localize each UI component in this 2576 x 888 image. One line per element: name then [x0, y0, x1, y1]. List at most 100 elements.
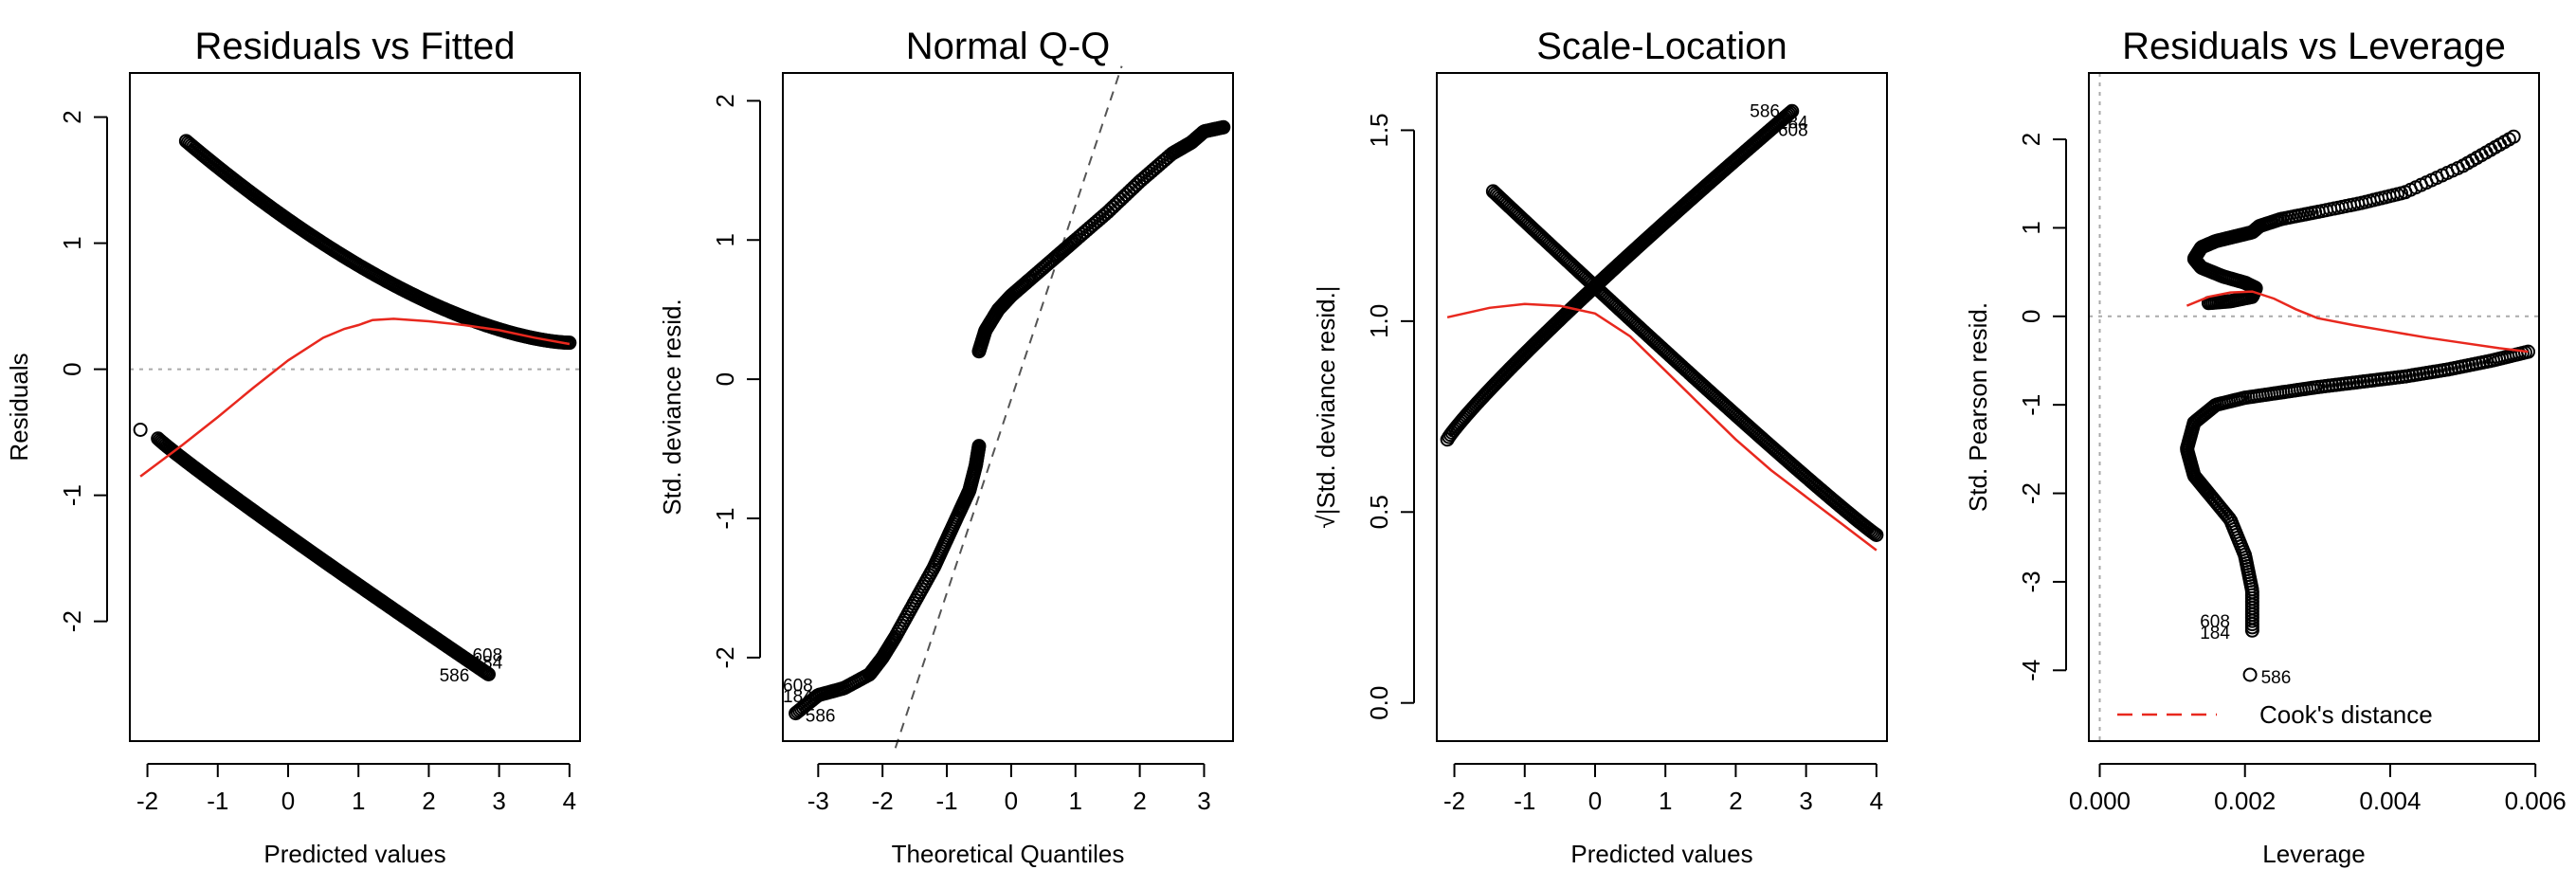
data-layer: [789, 119, 1231, 721]
x-tick-label: -2: [1443, 787, 1465, 815]
x-tick-label: 0: [281, 787, 295, 815]
data-point: [1865, 525, 1880, 540]
y-tick-label: -2: [58, 610, 86, 632]
y-tick-label: 2: [711, 94, 739, 107]
y-axis-label: Std. deviance resid.: [658, 299, 686, 515]
data-point: [971, 439, 987, 454]
y-tick-label: -2: [2017, 482, 2045, 504]
data-point: [1785, 103, 1800, 118]
point-label: 608: [783, 676, 813, 696]
x-tick-label: 4: [563, 787, 576, 815]
x-axis-label: Theoretical Quantiles: [892, 840, 1125, 868]
y-axis-label: Std. Pearson resid.: [1964, 302, 1992, 512]
data-layer: [1440, 103, 1884, 552]
data-point: [133, 422, 148, 437]
y-tick-label: -4: [2017, 660, 2045, 681]
x-tick-label: 1: [1659, 787, 1672, 815]
point-label: 586: [2261, 668, 2292, 688]
x-tick-label: 2: [422, 787, 435, 815]
legend-label: Cook's distance: [2259, 700, 2433, 729]
x-tick-label: -1: [1514, 787, 1535, 815]
data-point: [2244, 623, 2259, 638]
data-layer: [133, 134, 577, 681]
x-tick-label: 3: [1799, 787, 1812, 815]
chart-title: Residuals vs Fitted: [195, 26, 516, 67]
data-point: [1869, 527, 1884, 542]
x-tick-label: 1: [1069, 787, 1082, 815]
plot-frame: [129, 72, 581, 742]
data-point: [1783, 105, 1798, 120]
point-label: 608: [1778, 120, 1808, 140]
y-tick-label: -2: [711, 646, 739, 668]
reference-line: [894, 65, 1123, 749]
x-tick-label: 2: [1729, 787, 1742, 815]
point-label: 586: [806, 707, 836, 727]
x-tick-label: 0.002: [2214, 787, 2276, 815]
data-layer: [2180, 129, 2536, 682]
y-tick-label: 1.5: [1365, 113, 1393, 147]
point-label: 184: [472, 654, 502, 674]
y-tick-label: 1.0: [1365, 304, 1393, 338]
point-label: 608: [2200, 612, 2230, 632]
point-label: 184: [1778, 113, 1808, 133]
y-tick-label: 0: [2017, 310, 2045, 323]
x-tick-label: 0.006: [2505, 787, 2567, 815]
y-tick-label: -3: [2017, 571, 2045, 592]
smooth-line: [139, 317, 571, 478]
x-tick-label: 2: [1133, 787, 1146, 815]
point-label: 184: [783, 687, 813, 707]
x-tick-label: -2: [136, 787, 158, 815]
y-tick-label: 1: [711, 233, 739, 246]
x-tick-label: -2: [872, 787, 894, 815]
plot-frame: [2088, 72, 2540, 742]
x-tick-label: -1: [207, 787, 228, 815]
x-tick-label: 4: [1870, 787, 1883, 815]
x-axis-label: Predicted values: [1570, 840, 1752, 868]
x-tick-label: 0: [1005, 787, 1018, 815]
x-tick-label: 0.004: [2359, 787, 2421, 815]
y-tick-label: 2: [2017, 133, 2045, 146]
y-tick-label: 1: [58, 236, 86, 249]
y-tick-label: 0: [711, 372, 739, 386]
x-axis-label: Predicted values: [263, 840, 445, 868]
x-tick-label: 1: [352, 787, 365, 815]
y-axis-label: √|Std. deviance resid.|: [1312, 285, 1340, 528]
chart-title: Normal Q-Q: [906, 26, 1111, 67]
point-label: 608: [472, 646, 502, 666]
x-tick-label: 3: [492, 787, 505, 815]
x-tick-label: 0.000: [2069, 787, 2131, 815]
data-point: [1780, 108, 1795, 123]
plot-frame: [782, 72, 1234, 742]
y-tick-label: 0.5: [1365, 495, 1393, 529]
x-tick-label: -1: [935, 787, 957, 815]
chart-title: Residuals vs Leverage: [2122, 26, 2506, 67]
smooth-line: [2186, 290, 2529, 353]
data-point: [481, 667, 497, 681]
y-tick-label: -1: [711, 507, 739, 529]
plot-frame: [1436, 72, 1888, 742]
y-tick-label: -1: [2017, 394, 2045, 416]
data-point: [1216, 119, 1231, 135]
y-tick-label: 0.0: [1365, 686, 1393, 720]
y-tick-label: 0: [58, 362, 86, 375]
point-label: 586: [1750, 101, 1780, 121]
y-tick-label: 1: [2017, 221, 2045, 234]
y-tick-label: 2: [58, 110, 86, 123]
point-label: 586: [440, 666, 470, 686]
x-tick-label: 0: [1588, 787, 1602, 815]
x-tick-label: 3: [1197, 787, 1210, 815]
y-tick-label: -1: [58, 484, 86, 506]
chart-title: Scale-Location: [1536, 26, 1787, 67]
point-label: 184: [2200, 624, 2230, 643]
x-tick-label: -3: [807, 787, 829, 815]
y-axis-label: Residuals: [5, 353, 33, 461]
x-axis-label: Leverage: [2262, 840, 2365, 868]
smooth-line: [1446, 302, 1878, 552]
data-point: [1781, 106, 1796, 121]
data-point: [2242, 667, 2258, 682]
